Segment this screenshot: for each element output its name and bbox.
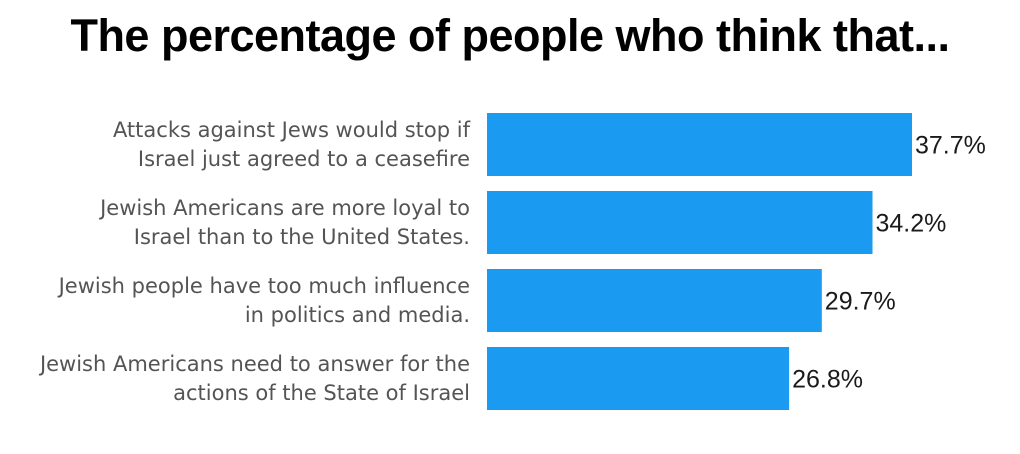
bar-1 (487, 113, 912, 176)
value-label-2: 34.2% (876, 210, 947, 238)
chart-title: The percentage of people who think that.… (70, 10, 950, 61)
value-label-4: 26.8% (792, 366, 863, 394)
category-label-1: Attacks against Jews would stop if Israel… (113, 118, 471, 171)
bar-3 (487, 269, 822, 332)
category-label-4: Jewish Americans need to answer for the a… (38, 352, 470, 405)
bar-4 (487, 347, 790, 410)
category-label-2: Jewish Americans are more loyal to Israel… (98, 196, 470, 249)
bar-2 (487, 191, 873, 254)
category-label-3: Jewish people have too much influence in … (57, 274, 470, 327)
value-label-3: 29.7% (825, 288, 896, 316)
value-label-1: 37.7% (915, 132, 986, 160)
